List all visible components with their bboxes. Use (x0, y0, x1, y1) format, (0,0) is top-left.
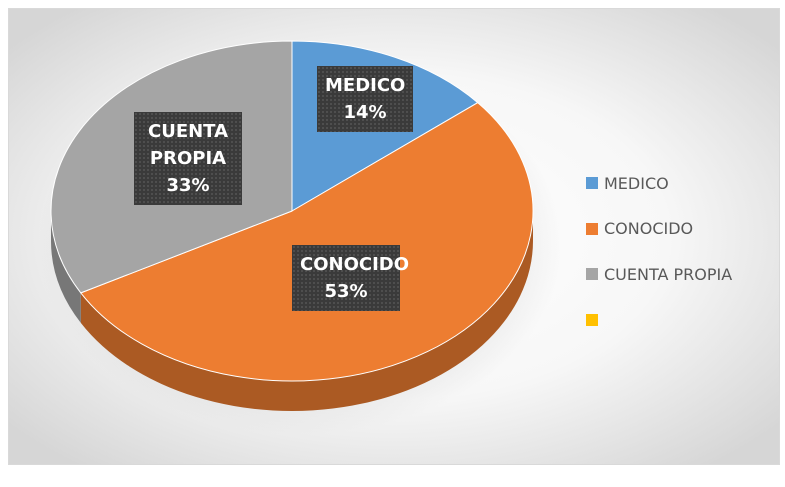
pie-slice-side (80, 211, 533, 412)
data-label: MEDICO 14% (317, 66, 413, 132)
pie-slice-side (51, 211, 81, 323)
legend-item: MEDICO (586, 172, 669, 194)
data-label: CUENTA PROPIA 33% (134, 112, 242, 205)
data-label-value: 14% (343, 102, 387, 123)
pie (50, 40, 534, 412)
legend-item: CONOCIDO (586, 218, 693, 240)
legend-swatch (586, 222, 598, 235)
legend-swatch (586, 177, 598, 189)
data-label-value: 33% (166, 175, 210, 196)
pie-slice (80, 102, 534, 382)
data-label-value: 53% (324, 281, 368, 302)
legend-item (586, 309, 604, 331)
data-label-category: CUENTA PROPIA (148, 121, 228, 169)
legend-label: CUENTA PROPIA (604, 264, 733, 284)
legend-swatch (586, 314, 598, 327)
legend-label: CONOCIDO (604, 219, 694, 239)
data-label-category: MEDICO (325, 75, 406, 96)
data-label: CONOCIDO 53% (292, 245, 410, 311)
legend-label: MEDICO (604, 173, 669, 193)
legend-item: CUENTA PROPIA (586, 263, 732, 285)
data-label-category: CONOCIDO (300, 254, 410, 275)
legend-swatch (586, 268, 598, 281)
